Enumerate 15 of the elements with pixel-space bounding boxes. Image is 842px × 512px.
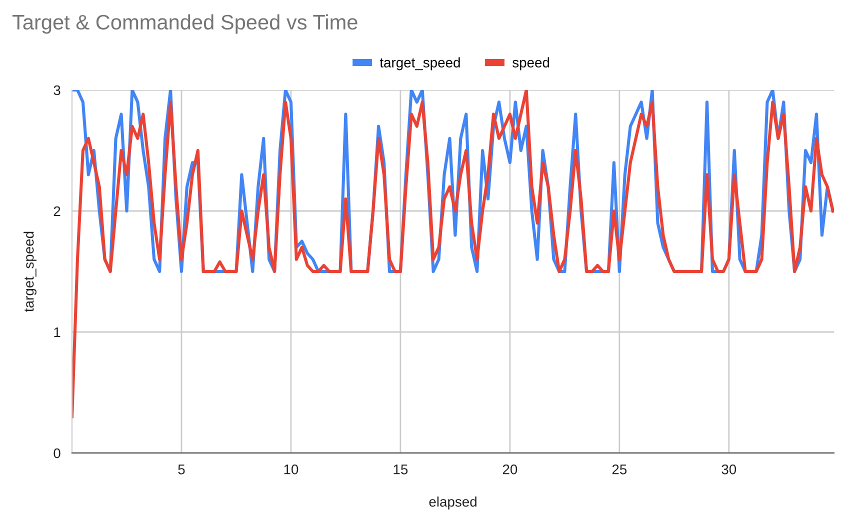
y-tick-label: 3 xyxy=(54,85,60,96)
x-tick-label: 5 xyxy=(178,464,185,474)
x-tick-label: 15 xyxy=(394,464,408,474)
y-tick-label: 0 xyxy=(54,448,60,458)
chart-title: Target & Commanded Speed vs Time xyxy=(12,14,358,34)
legend-label: target_speed xyxy=(380,57,460,70)
x-tick-label: 25 xyxy=(612,464,627,474)
y-tick-label: 2 xyxy=(54,206,60,216)
x-tick-label: 30 xyxy=(722,464,736,474)
y-axis-title: target_speed xyxy=(24,232,36,312)
x-tick-label: 20 xyxy=(502,464,518,474)
x-axis-title: elapsed xyxy=(429,496,476,510)
y-tick-label: 1 xyxy=(54,327,60,338)
x-tick-label: 10 xyxy=(284,464,298,474)
legend-label: speed xyxy=(512,57,550,70)
